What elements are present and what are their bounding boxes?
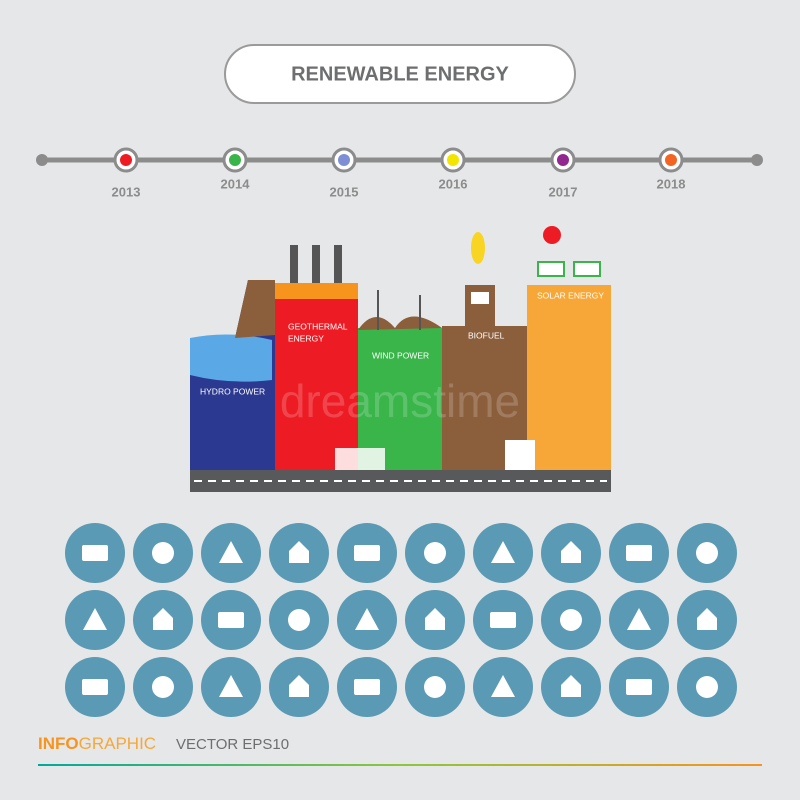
icon-glyph xyxy=(424,542,446,564)
icon-glyph xyxy=(355,608,379,630)
solar-panel xyxy=(537,261,565,277)
icon-glyph xyxy=(561,675,581,697)
pump-screen xyxy=(471,292,489,304)
icon-glyph xyxy=(491,541,515,563)
title: RENEWABLE ENERGY xyxy=(291,63,509,85)
year-label: 2014 xyxy=(221,176,251,191)
year-label: 2013 xyxy=(112,184,141,199)
icon-glyph xyxy=(627,608,651,630)
year-label: 2015 xyxy=(330,184,359,199)
footer-vector: VECTOR EPS10 xyxy=(176,736,289,753)
icon-glyph xyxy=(424,676,446,698)
source-label: HYDRO POWER xyxy=(200,386,265,396)
footer-info: INFO xyxy=(38,734,79,753)
energy-city xyxy=(190,226,611,492)
year-label: 2016 xyxy=(439,176,468,191)
icon-glyph xyxy=(152,542,174,564)
icon-glyph xyxy=(82,545,108,561)
sun xyxy=(543,226,561,244)
footer-rule xyxy=(38,764,762,766)
timeline-end xyxy=(751,154,763,166)
source-label: GEOTHERMAL xyxy=(288,321,348,331)
chimney xyxy=(290,245,298,283)
icon-glyph xyxy=(626,679,652,695)
geothermal-block xyxy=(275,283,358,470)
solar-panel xyxy=(573,261,601,277)
source-label: ENERGY xyxy=(288,333,324,343)
year-label: 2018 xyxy=(657,176,686,191)
house xyxy=(505,440,535,470)
timeline-dot-core xyxy=(557,154,569,166)
wind-block xyxy=(358,328,442,470)
icon-glyph xyxy=(219,541,243,563)
chimney xyxy=(312,245,320,283)
footer-title: INFOGRAPHIC xyxy=(38,734,156,753)
watermark: dreamstime xyxy=(280,375,520,427)
source-label: WIND POWER xyxy=(372,350,429,360)
icon-grid xyxy=(65,523,737,717)
title-pill xyxy=(224,44,576,104)
timeline-dot-core xyxy=(665,154,677,166)
source-label: SOLAR ENERGY xyxy=(537,290,604,300)
corn xyxy=(471,232,485,264)
timeline-dot-core xyxy=(229,154,241,166)
icon-glyph xyxy=(83,608,107,630)
timeline-dot-core xyxy=(120,154,132,166)
road xyxy=(190,470,611,492)
dam xyxy=(235,280,275,338)
icon-glyph xyxy=(82,679,108,695)
year-label: 2017 xyxy=(549,184,578,199)
icon-glyph xyxy=(354,545,380,561)
icon-glyph xyxy=(218,612,244,628)
icon-glyph xyxy=(561,541,581,563)
icon-glyph xyxy=(354,679,380,695)
timeline-end xyxy=(36,154,48,166)
timeline: 2013 2014 2015 2016 2017 2018 xyxy=(112,147,686,199)
icon-glyph xyxy=(219,675,243,697)
source-labels: HYDRO POWER GEOTHERMAL ENERGY WIND POWER BIO… xyxy=(200,290,604,396)
icon-glyph xyxy=(289,675,309,697)
icon-glyph xyxy=(696,676,718,698)
solar-block xyxy=(527,285,611,470)
chimney xyxy=(334,245,342,283)
source-label: BIOFUEL xyxy=(468,330,505,340)
icon-glyph xyxy=(697,608,717,630)
geothermal-top xyxy=(275,283,358,299)
timeline-dot-core xyxy=(338,154,350,166)
icon-glyph xyxy=(491,675,515,697)
icon-glyph xyxy=(289,541,309,563)
timeline-dot-core xyxy=(447,154,459,166)
icon-glyph xyxy=(425,608,445,630)
icon-glyph xyxy=(490,612,516,628)
footer-graphic: GRAPHIC xyxy=(79,734,156,753)
icon-glyph xyxy=(696,542,718,564)
icon-glyph xyxy=(288,609,310,631)
icon-glyph xyxy=(153,608,173,630)
icon-glyph xyxy=(152,676,174,698)
fuel-pump xyxy=(465,285,495,326)
icon-glyph xyxy=(626,545,652,561)
buildings xyxy=(335,448,385,470)
icon-glyph xyxy=(560,609,582,631)
water xyxy=(190,334,272,382)
